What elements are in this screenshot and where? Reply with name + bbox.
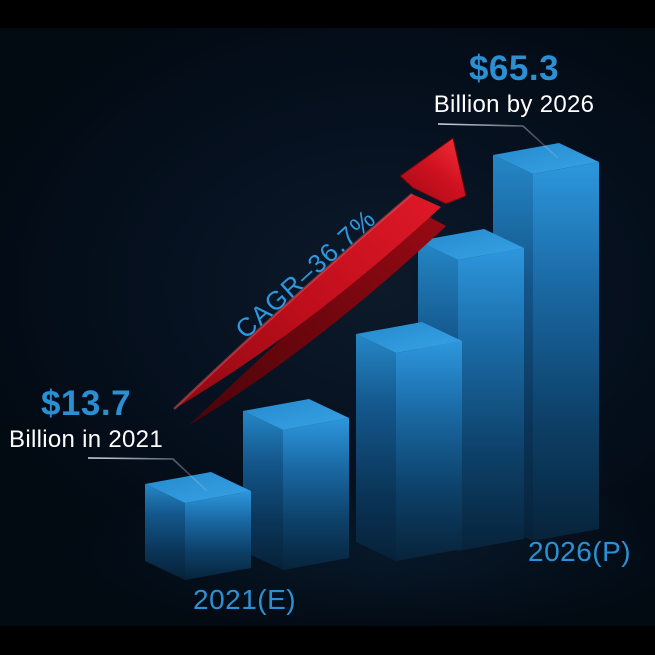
bar-series <box>145 143 599 580</box>
bar-3-left-face <box>356 334 396 561</box>
letterbox-top <box>0 0 655 28</box>
bar-4-front-face <box>458 248 524 551</box>
start-caption: Billion in 2021 <box>9 426 163 454</box>
end-caption: Billion by 2026 <box>433 91 595 119</box>
callout-line-end <box>437 123 559 159</box>
bar-3 <box>356 322 462 561</box>
start-value: $13.7 <box>40 384 132 423</box>
arrow-ribbon-shadow <box>188 212 446 426</box>
callout-start: $13.7 Billion in 2021 <box>8 384 164 454</box>
arrow-ribbon-highlight <box>173 193 413 410</box>
bar-3-top-face <box>356 322 462 353</box>
bar-1 <box>145 472 251 580</box>
bar-2-top-face <box>243 399 349 430</box>
bar-2 <box>243 399 349 570</box>
bar-4-top-face <box>418 229 524 260</box>
bar-2-front-face <box>283 418 349 570</box>
bar-5-front-face <box>533 162 599 541</box>
axis-label-2021: 2021(E) <box>193 584 297 615</box>
callout-line-start <box>87 457 208 492</box>
arrow-ribbon <box>174 194 441 409</box>
bar-5-top-face <box>493 143 599 174</box>
callout-end: $65.3 Billion by 2026 <box>426 49 602 119</box>
bar-1-front-face <box>185 491 251 580</box>
axis-label-2026: 2026(P) <box>528 536 632 567</box>
end-value: $65.3 <box>468 49 560 88</box>
bar-1-top-face <box>145 472 251 503</box>
growth-arrow <box>173 137 467 426</box>
letterbox-bottom <box>0 626 655 655</box>
bar-3-front-face <box>396 341 462 561</box>
bar-1-left-face <box>145 484 185 580</box>
arrow-head <box>399 137 467 205</box>
bar-2-left-face <box>243 411 283 570</box>
